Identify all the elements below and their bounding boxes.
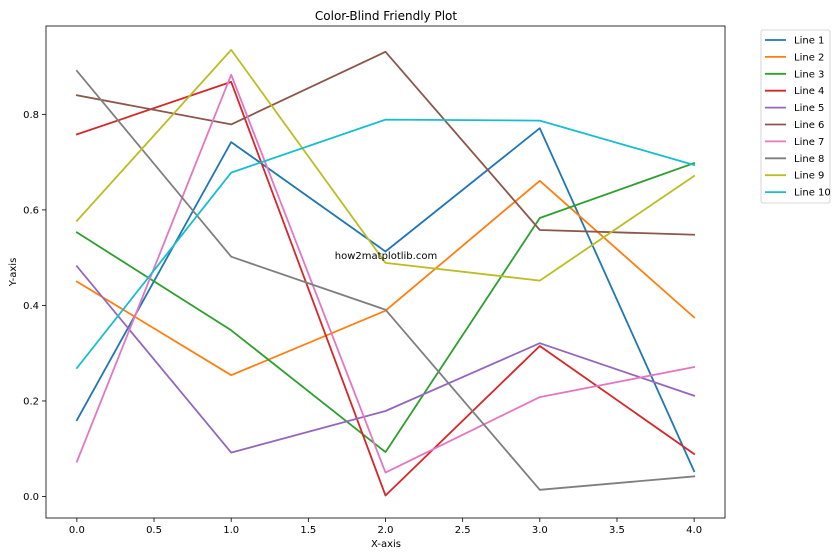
series-line-3 xyxy=(75,161,696,454)
y-tick-label: 0.0 xyxy=(23,492,39,503)
series-line-7 xyxy=(75,73,696,474)
series-line-1 xyxy=(75,127,696,473)
series-line-4 xyxy=(75,81,696,497)
series-line-8 xyxy=(75,69,696,491)
y-tick-label: 0.2 xyxy=(23,396,39,407)
legend-label-7: Line 7 xyxy=(794,137,824,148)
x-axis-label: X-axis xyxy=(371,539,401,550)
chart-title: Color-Blind Friendly Plot xyxy=(315,9,457,23)
x-tick-label: 2.0 xyxy=(378,525,394,536)
x-tick-label: 1.5 xyxy=(300,525,316,536)
watermark-annotation: how2matplotlib.com xyxy=(335,251,437,262)
legend-label-2: Line 2 xyxy=(794,52,824,63)
plot-frame xyxy=(45,25,726,519)
x-tick-label: 3.0 xyxy=(532,525,548,536)
x-axis: 0.0 0.5 1.0 1.5 2.0 2.5 3.0 3.5 4.0 xyxy=(69,518,702,536)
y-tick-label: 0.4 xyxy=(23,301,39,312)
x-tick-label: 0.0 xyxy=(69,525,85,536)
series-line-10 xyxy=(75,118,696,370)
x-tick-label: 4.0 xyxy=(686,525,702,536)
y-tick-label: 0.6 xyxy=(23,205,39,216)
x-tick-label: 2.5 xyxy=(455,525,471,536)
legend-label-3: Line 3 xyxy=(794,69,824,80)
x-tick-label: 0.5 xyxy=(146,525,162,536)
legend-label-1: Line 1 xyxy=(794,36,824,47)
legend-items: Line 1 Line 2 Line 3 Line 4 Line 5 Line 6 Line… xyxy=(765,36,831,199)
legend: Line 1 Line 2 Line 3 Line 4 Line 5 Line 6 Line… xyxy=(760,29,831,204)
series-line-9 xyxy=(75,49,696,282)
legend-label-8: Line 8 xyxy=(794,154,824,165)
legend-label-9: Line 9 xyxy=(794,171,824,182)
legend-label-6: Line 6 xyxy=(794,120,824,131)
x-tick-label: 3.5 xyxy=(609,525,625,536)
series-layer xyxy=(75,49,696,497)
x-tick-label: 1.0 xyxy=(223,525,239,536)
series-line-6 xyxy=(75,50,696,236)
plot-area: how2matplotlib.com xyxy=(45,25,726,519)
series-line-5 xyxy=(75,265,696,454)
legend-label-5: Line 5 xyxy=(794,103,824,114)
y-axis: 0.0 0.2 0.4 0.6 0.8 xyxy=(23,110,46,503)
y-axis-label: Y-axis xyxy=(8,258,19,288)
legend-label-4: Line 4 xyxy=(794,86,824,97)
y-tick-label: 0.8 xyxy=(23,110,39,121)
legend-label-10: Line 10 xyxy=(794,188,831,199)
